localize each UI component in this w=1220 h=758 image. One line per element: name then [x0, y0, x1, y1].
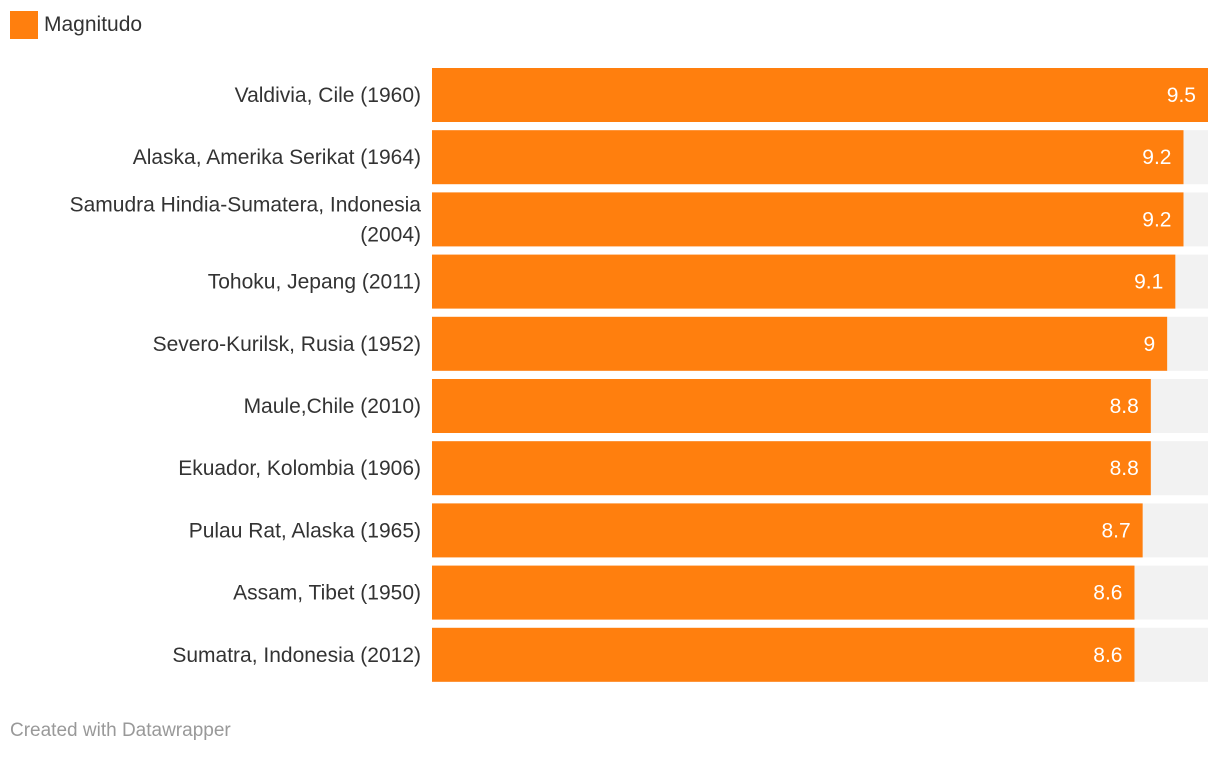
- bar-value-label: 8.6: [1093, 582, 1122, 605]
- category-label: Maule,Chile (2010): [244, 395, 421, 418]
- bar: [432, 254, 1176, 309]
- category-label: Ekuador, Kolombia (1906): [178, 457, 421, 480]
- category-label: Samudra Hindia-Sumatera, Indonesia: [70, 193, 422, 216]
- category-label: Sumatra, Indonesia (2012): [172, 644, 421, 667]
- legend-swatch: [10, 11, 38, 39]
- bar-value-label: 8.8: [1110, 395, 1139, 418]
- category-label: (2004): [360, 223, 421, 246]
- bar-value-label: 9.5: [1167, 84, 1196, 107]
- bar: [432, 503, 1143, 558]
- bar-value-label: 9.2: [1142, 208, 1171, 231]
- category-label: Severo-Kurilsk, Rusia (1952): [153, 333, 421, 356]
- bar: [432, 441, 1151, 496]
- bar: [432, 192, 1184, 247]
- footer-credit: Created with Datawrapper: [10, 720, 231, 741]
- category-label: Assam, Tibet (1950): [233, 582, 421, 605]
- bar: [432, 130, 1184, 185]
- bar-value-label: 8.8: [1110, 457, 1139, 480]
- legend-label: Magnitudo: [44, 13, 143, 36]
- bar: [432, 627, 1135, 682]
- bar: [432, 565, 1135, 620]
- bar: [432, 316, 1168, 371]
- category-label: Pulau Rat, Alaska (1965): [189, 519, 421, 542]
- bar-value-label: 8.7: [1101, 519, 1130, 542]
- bar: [432, 68, 1208, 122]
- bar-value-label: 8.6: [1093, 644, 1122, 667]
- category-label: Alaska, Amerika Serikat (1964): [133, 146, 421, 169]
- category-label: Valdivia, Cile (1960): [235, 84, 421, 107]
- bar-value-label: 9.2: [1142, 146, 1171, 169]
- bar-value-label: 9: [1143, 333, 1155, 356]
- bar-value-label: 9.1: [1134, 271, 1163, 294]
- bar: [432, 379, 1151, 433]
- category-label: Tohoku, Jepang (2011): [208, 271, 421, 294]
- chart-legend: Magnitudo: [10, 11, 142, 39]
